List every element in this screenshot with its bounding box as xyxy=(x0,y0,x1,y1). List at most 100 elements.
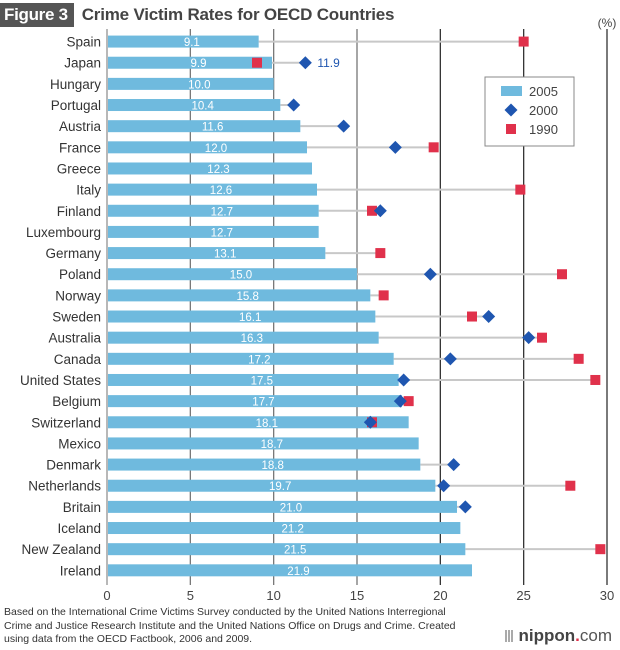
x-tick-label: 15 xyxy=(350,588,364,603)
category-label: Poland xyxy=(59,267,101,282)
category-label: Netherlands xyxy=(28,479,101,494)
bar-value-label: 19.7 xyxy=(269,481,291,493)
marker-1990 xyxy=(252,57,262,68)
bar-2005 xyxy=(108,247,326,260)
grid-layer: 0 5 10 15 20 25 30 xyxy=(103,29,614,603)
category-label: Australia xyxy=(48,331,101,346)
bar-2005 xyxy=(108,458,421,471)
figure-header: Figure 3 Crime Victim Rates for OECD Cou… xyxy=(0,3,394,27)
bar-2005 xyxy=(108,522,461,535)
marker-2000 xyxy=(522,331,536,345)
marker-1990 xyxy=(557,269,567,280)
x-tick-label: 5 xyxy=(187,588,194,603)
bar-2005 xyxy=(108,373,399,386)
bar-value-label: 12.3 xyxy=(207,164,229,176)
marker-1990 xyxy=(515,184,526,195)
bar-value-label: 9.1 xyxy=(184,37,200,49)
bar-value-label: 18.1 xyxy=(256,418,278,430)
nippon-logo: nippon. com xyxy=(505,626,612,646)
category-label: Iceland xyxy=(57,521,101,536)
category-label: France xyxy=(59,140,101,155)
bar-value-label: 21.2 xyxy=(281,524,303,536)
bar-value-label: 21.9 xyxy=(287,566,309,578)
marker-2000 xyxy=(443,352,457,366)
marker-2000 xyxy=(437,479,451,493)
bar-2005 xyxy=(108,225,319,238)
category-label: Denmark xyxy=(46,458,101,473)
connector-layer xyxy=(258,40,601,551)
bar-value-label: 18.8 xyxy=(261,460,283,472)
bar-layer xyxy=(108,35,472,577)
category-label: United States xyxy=(20,373,101,388)
bar-2005 xyxy=(108,416,409,429)
category-label: Austria xyxy=(59,119,102,134)
x-tick-label: 20 xyxy=(433,588,447,603)
bar-2005 xyxy=(108,268,357,281)
category-label: Hungary xyxy=(50,77,101,92)
category-label: Spain xyxy=(66,35,101,50)
category-label: Japan xyxy=(64,56,101,71)
marker-2000 xyxy=(482,310,496,324)
category-label: Norway xyxy=(55,288,101,303)
category-label: Mexico xyxy=(58,436,101,451)
bar-value-label: 17.7 xyxy=(252,397,274,409)
category-label: Finland xyxy=(57,204,101,219)
bar-2005 xyxy=(108,352,394,365)
category-label: New Zealand xyxy=(21,542,101,557)
bar-2005 xyxy=(108,564,472,577)
legend-label: 2000 xyxy=(529,103,558,118)
marker-1990 xyxy=(403,396,414,407)
marker-1990 xyxy=(375,248,386,259)
category-label: Sweden xyxy=(52,310,101,325)
bar-2005 xyxy=(108,543,466,556)
marker-2000 xyxy=(373,204,387,218)
chart-title: Crime Victim Rates for OECD Countries xyxy=(81,5,395,24)
bar-value-label: 9.9 xyxy=(191,58,207,70)
category-label: Ireland xyxy=(60,563,101,578)
bar-value-label: 15.8 xyxy=(236,291,258,303)
category-label: Greece xyxy=(57,161,101,176)
logo-tld: com xyxy=(579,626,612,645)
bar-2005 xyxy=(108,437,419,450)
label-layer: Spain 9.1 Japan 9.9 Hungary 10.0 Portugal 10.4 A… xyxy=(20,35,340,579)
bar-2005 xyxy=(108,204,319,217)
bar-value-label: 13.1 xyxy=(214,249,236,261)
bar-value-label: 16.1 xyxy=(239,312,261,324)
bar-2005 xyxy=(108,500,457,513)
legend-label: 2005 xyxy=(529,84,558,99)
marker-1990 xyxy=(518,36,529,47)
category-label: Belgium xyxy=(52,394,101,409)
source-note: Based on the International Crime Victims… xyxy=(4,606,456,645)
bar-value-label: 21.5 xyxy=(284,545,306,557)
marker-2000 xyxy=(298,56,312,70)
category-label: Germany xyxy=(45,246,101,261)
logo-brand: nippon xyxy=(518,626,576,645)
bar-2005 xyxy=(108,395,402,408)
x-tick-label: 10 xyxy=(266,588,280,603)
category-label: Italy xyxy=(76,183,101,198)
marker-2000 xyxy=(337,119,351,133)
bar-value-label: 16.3 xyxy=(241,333,263,345)
bar-2005 xyxy=(108,77,274,90)
marker-1990 xyxy=(573,353,584,364)
bar-value-label: 17.2 xyxy=(248,354,270,366)
bar-value-label: 10.4 xyxy=(191,101,214,113)
x-tick-label: 30 xyxy=(600,588,614,603)
bar-value-label: 12.0 xyxy=(205,143,227,155)
bar-value-label: 21.0 xyxy=(280,502,302,514)
bar-2005 xyxy=(108,183,317,196)
legend-swatch-bar xyxy=(501,86,522,96)
marker-2000 xyxy=(397,373,411,387)
bar-2005 xyxy=(108,310,376,323)
category-label: Switzerland xyxy=(31,415,101,430)
x-tick-label: 0 xyxy=(103,588,110,603)
category-label: Portugal xyxy=(51,98,101,113)
logo-dot: . xyxy=(575,626,580,645)
bar-value-label: 15.0 xyxy=(230,270,252,282)
bar-value-label: 12.7 xyxy=(211,206,233,218)
bar-value-label: 12.6 xyxy=(210,185,232,197)
bar-2005 xyxy=(108,56,272,69)
logo-mark-icon xyxy=(505,630,514,642)
marker-1990 xyxy=(537,332,547,343)
unit-label: (%) xyxy=(598,16,617,30)
